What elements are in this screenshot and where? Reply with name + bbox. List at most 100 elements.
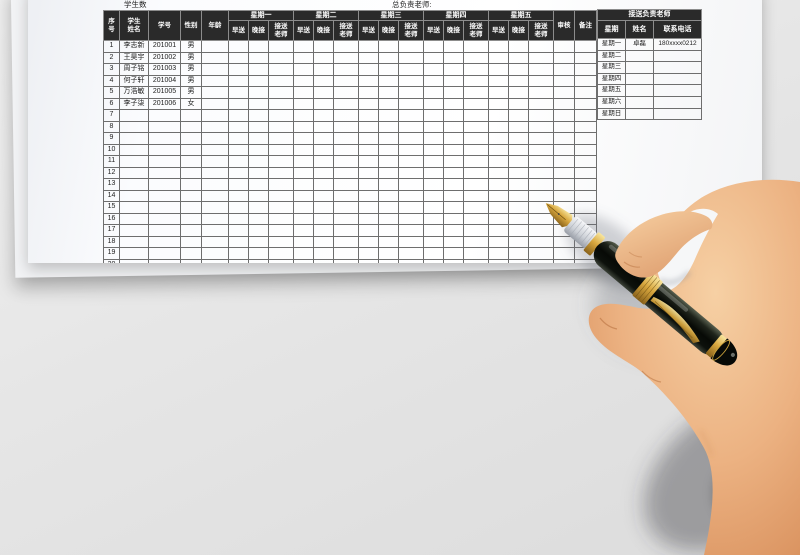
cell-day-entry (528, 120, 554, 133)
panel-header-day: 星期 (597, 20, 626, 39)
cell-day-entry (398, 51, 424, 64)
cell-day-entry (293, 224, 314, 237)
cell-student-id: 201001 (148, 40, 181, 53)
cell-day-entry (378, 224, 399, 237)
cell-audit (553, 51, 575, 64)
header-gender: 性别 (180, 10, 202, 41)
cell-day-entry (508, 63, 529, 76)
cell-panel-phone (653, 61, 702, 74)
cell-day-entry (398, 97, 424, 110)
cell-day-entry (423, 86, 444, 99)
cell-day-entry (333, 109, 359, 122)
cell-student-id (148, 189, 181, 202)
cell-day-entry (293, 235, 314, 248)
pen-engraving (650, 296, 700, 344)
cell-day-entry (333, 178, 359, 191)
cell-day-entry (488, 74, 509, 87)
cell-day-entry (333, 97, 359, 110)
cell-day-entry (228, 51, 249, 64)
cell-day-entry (463, 120, 489, 133)
cell-day-entry (228, 40, 249, 53)
subheader-morning: 早送 (228, 20, 249, 41)
student-row: 17 (103, 224, 597, 237)
cell-day-entry (228, 132, 249, 145)
cell-audit (553, 132, 575, 145)
pen-center-band (632, 272, 663, 305)
cell-day-entry (248, 247, 269, 260)
cell-day-entry (398, 143, 424, 156)
cell-day-entry (378, 97, 399, 110)
cell-no: 18 (103, 235, 120, 248)
cell-audit (553, 212, 575, 225)
cell-day-entry (228, 247, 249, 260)
cell-day-entry (528, 74, 554, 87)
cell-no: 19 (103, 247, 120, 260)
cell-gender (180, 212, 202, 225)
cell-age (201, 201, 229, 214)
cell-day-entry (398, 235, 424, 248)
cell-day-entry (248, 155, 269, 168)
header-day-monday: 星期一 (228, 10, 294, 21)
cell-day-entry (443, 74, 464, 87)
cell-remark (574, 235, 597, 248)
cell-day-entry (313, 40, 334, 53)
cell-day-entry (488, 155, 509, 168)
cell-gender (180, 247, 202, 260)
cell-day-entry (248, 212, 269, 225)
cell-day-entry (313, 224, 334, 237)
cell-day-entry (463, 247, 489, 260)
cell-day-entry (358, 258, 379, 263)
subheader-teacher: 接送 老师 (398, 20, 424, 41)
cell-day-entry (268, 74, 294, 87)
cell-name (119, 247, 149, 260)
cell-day-entry (443, 40, 464, 53)
cell-day-entry (248, 109, 269, 122)
cell-audit (553, 258, 575, 263)
cell-day-entry (508, 201, 529, 214)
cell-day-entry (248, 132, 269, 145)
subheader-teacher: 接送 老师 (268, 20, 294, 41)
cell-day-entry (333, 63, 359, 76)
cell-age (201, 109, 229, 122)
cell-name: 李志新 (119, 40, 149, 53)
cell-panel-phone (653, 84, 702, 97)
cell-day-entry (488, 224, 509, 237)
cell-day-entry (488, 189, 509, 202)
cell-day-entry (313, 51, 334, 64)
cell-day-entry (423, 132, 444, 145)
cell-day-entry (293, 109, 314, 122)
cell-day-entry (488, 201, 509, 214)
cell-audit (553, 178, 575, 191)
cell-day-entry (228, 97, 249, 110)
cell-no: 5 (103, 86, 120, 99)
cell-gender (180, 120, 202, 133)
cell-day-entry (268, 51, 294, 64)
subheader-teacher: 接送 老师 (463, 20, 489, 41)
cell-student-id: 201002 (148, 51, 181, 64)
cell-day-entry (228, 224, 249, 237)
cell-day-entry (333, 166, 359, 179)
cell-day-entry (268, 109, 294, 122)
cell-day-entry (378, 132, 399, 145)
cell-age (201, 51, 229, 64)
cell-student-id (148, 178, 181, 191)
cell-remark (574, 74, 597, 87)
cell-day-entry (443, 109, 464, 122)
cell-day-entry (528, 247, 554, 260)
cell-panel-day: 星期一 (597, 38, 626, 51)
cell-day-entry (423, 235, 444, 248)
cell-day-entry (463, 63, 489, 76)
cell-day-entry (398, 247, 424, 260)
header-day-tuesday: 星期二 (293, 10, 359, 21)
cell-student-id (148, 224, 181, 237)
student-row: 18 (103, 235, 597, 248)
cell-day-entry (333, 212, 359, 225)
cell-day-entry (398, 155, 424, 168)
cell-day-entry (248, 201, 269, 214)
cell-day-entry (443, 132, 464, 145)
cell-day-entry (228, 155, 249, 168)
cell-age (201, 258, 229, 263)
cell-day-entry (333, 258, 359, 263)
cell-no: 12 (103, 166, 120, 179)
cell-day-entry (313, 86, 334, 99)
